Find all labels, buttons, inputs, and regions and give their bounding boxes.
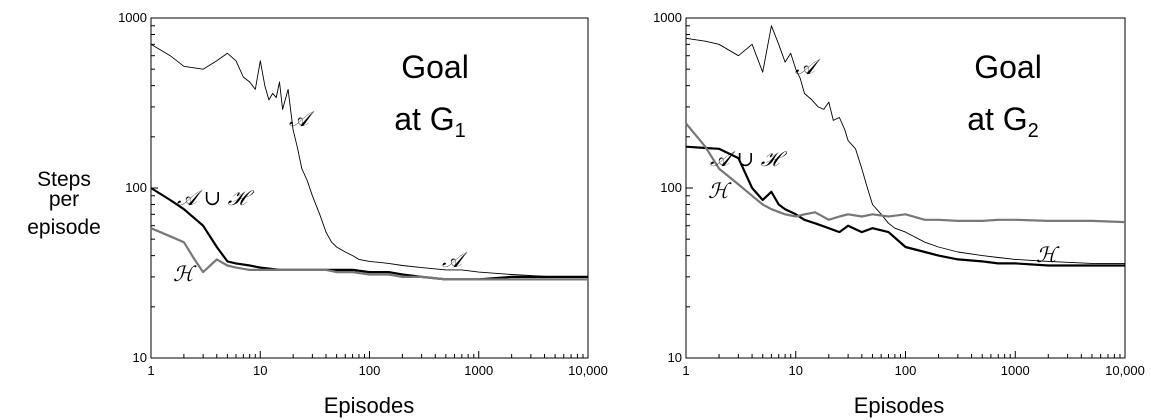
series-lines [685, 25, 1126, 267]
series-label-h: ℋ [708, 179, 732, 203]
x-tick-label: 1 [147, 363, 154, 378]
y-tick-label: 10 [133, 350, 147, 365]
x-tick-label: 10,000 [568, 363, 608, 378]
y-tick-label: 100 [660, 180, 682, 195]
title-line-2-text: at G [394, 101, 454, 137]
title-line-2-text: at G [967, 101, 1027, 137]
title-subscript: 2 [1028, 120, 1039, 142]
chart-title: Goal at G2 [967, 49, 1042, 142]
y-tick-label: 1000 [118, 10, 147, 25]
series-label-h-right: ℋ [1036, 243, 1060, 267]
x-tick-label: 100 [895, 363, 917, 378]
x-axis-label: Episodes [324, 393, 415, 418]
title-line-2: at G2 [967, 101, 1039, 142]
y-axis-label-line-3: episode [27, 216, 101, 239]
series-label-h: ℋ [173, 262, 197, 286]
x-tick-label: 1 [682, 363, 689, 378]
x-tick-label: 1000 [1001, 363, 1030, 378]
y-axis-label-line-2: per [49, 188, 79, 211]
y-tick-label: 1000 [653, 10, 682, 25]
series-label-a-lower: 𝒜 [442, 248, 468, 272]
series-line [150, 227, 588, 281]
y-tick-label: 10 [668, 350, 682, 365]
y-ticks: 10 100 1000 [118, 10, 158, 365]
x-tick-label: 10,000 [1105, 363, 1145, 378]
chart-title: Goal at G1 [394, 49, 469, 142]
x-ticks: 1 10 100 1000 10,000 [147, 351, 608, 378]
series-line [685, 122, 1126, 224]
series-line [150, 43, 588, 278]
x-tick-label: 1000 [464, 363, 493, 378]
y-tick-label: 100 [125, 180, 147, 195]
y-ticks: 10 100 1000 [653, 10, 693, 365]
x-ticks: 1 10 100 1000 10,000 [682, 351, 1145, 378]
title-line-2: at G1 [394, 101, 466, 142]
title-line-1: Goal [401, 49, 469, 85]
title-line-1: Goal [974, 49, 1042, 85]
series-lines [150, 43, 588, 281]
series-line [685, 25, 1125, 264]
x-tick-label: 10 [789, 363, 803, 378]
x-tick-label: 100 [359, 363, 381, 378]
y-axis-label-line-1: Steps [37, 168, 91, 191]
series-label-a-union-h: 𝒜 ∪ ℋ [177, 186, 255, 210]
series-label-a-upper: 𝒜 [795, 55, 821, 79]
series-label-a-union-h: 𝒜 ∪ ℋ [710, 147, 788, 171]
x-axis-label: Episodes [854, 393, 945, 418]
series-line [685, 145, 1125, 267]
series-label-a-upper: 𝒜 [289, 107, 315, 131]
title-subscript: 1 [455, 120, 466, 142]
y-axis-label: Steps per episode [27, 168, 101, 239]
x-tick-label: 10 [253, 363, 267, 378]
